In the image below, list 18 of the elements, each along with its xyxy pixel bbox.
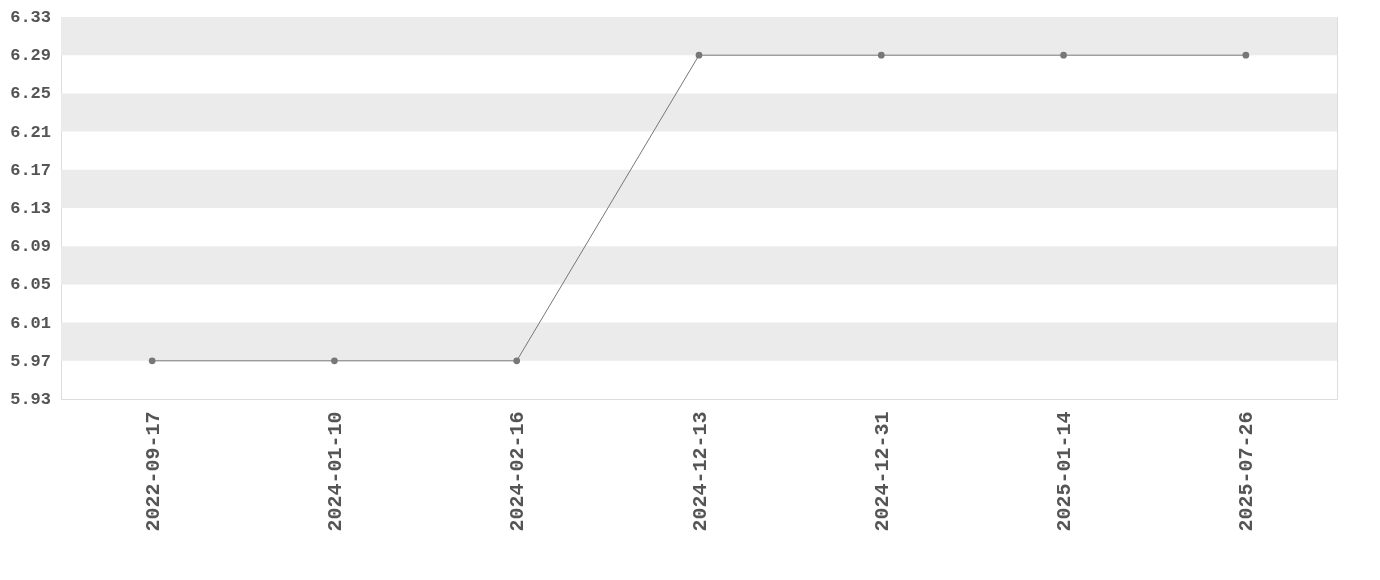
x-tick-label: 2024-01-10 — [323, 411, 347, 532]
x-tick-label: 2024-12-13 — [688, 411, 712, 532]
y-tick-label: 5.93 — [10, 390, 51, 409]
x-tick-label: 2024-02-16 — [506, 411, 530, 532]
y-tick-label: 5.97 — [10, 351, 51, 371]
y-tick-label: 6.25 — [10, 84, 51, 104]
x-tick-label: 2025-01-14 — [1053, 411, 1077, 532]
y-tick-label: 6.17 — [10, 160, 51, 180]
y-tick-label: 6.05 — [10, 275, 51, 295]
x-tick-label: 2022-09-17 — [141, 411, 165, 532]
y-tick-label: 6.33 — [10, 8, 51, 27]
y-tick-label: 6.21 — [10, 122, 51, 142]
y-tick-label: 6.29 — [10, 46, 51, 66]
y-tick-label: 6.01 — [10, 313, 51, 333]
x-tick-label: 2025-07-26 — [1235, 411, 1259, 532]
y-tick-label: 6.13 — [10, 199, 51, 218]
y-tick-label: 6.09 — [10, 237, 51, 257]
x-tick-label: 2024-12-31 — [870, 411, 894, 532]
